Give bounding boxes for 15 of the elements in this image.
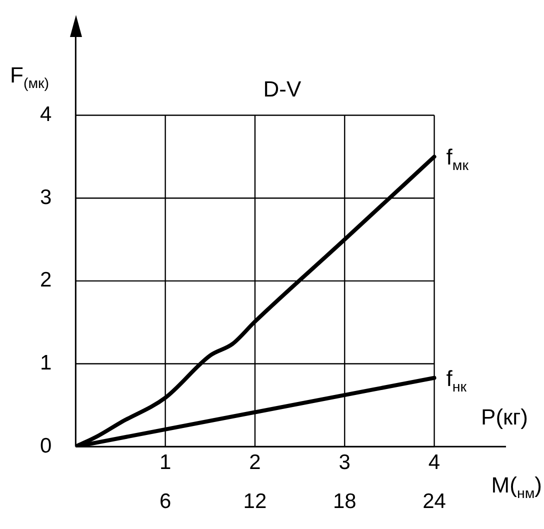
x-tick-label: 3 <box>338 450 350 474</box>
x2-tick-label: 12 <box>243 490 267 514</box>
y-tick-label: 4 <box>40 103 52 126</box>
y-tick-label: 3 <box>40 186 52 209</box>
x-tick-label: 4 <box>428 450 440 474</box>
y-tick-label: 0 <box>40 434 52 458</box>
x-tick-label: 2 <box>249 450 261 474</box>
x2-tick-label: 6 <box>159 490 172 514</box>
x2-tick-label: 18 <box>332 490 356 514</box>
y-tick-label: 1 <box>40 352 52 375</box>
text: D-V <box>263 76 302 102</box>
x-tick-label: 1 <box>159 450 172 474</box>
x2-tick-label: 24 <box>422 490 446 514</box>
y-tick-label: 2 <box>40 268 52 292</box>
x2-axis-title: P(кг) <box>481 404 528 430</box>
